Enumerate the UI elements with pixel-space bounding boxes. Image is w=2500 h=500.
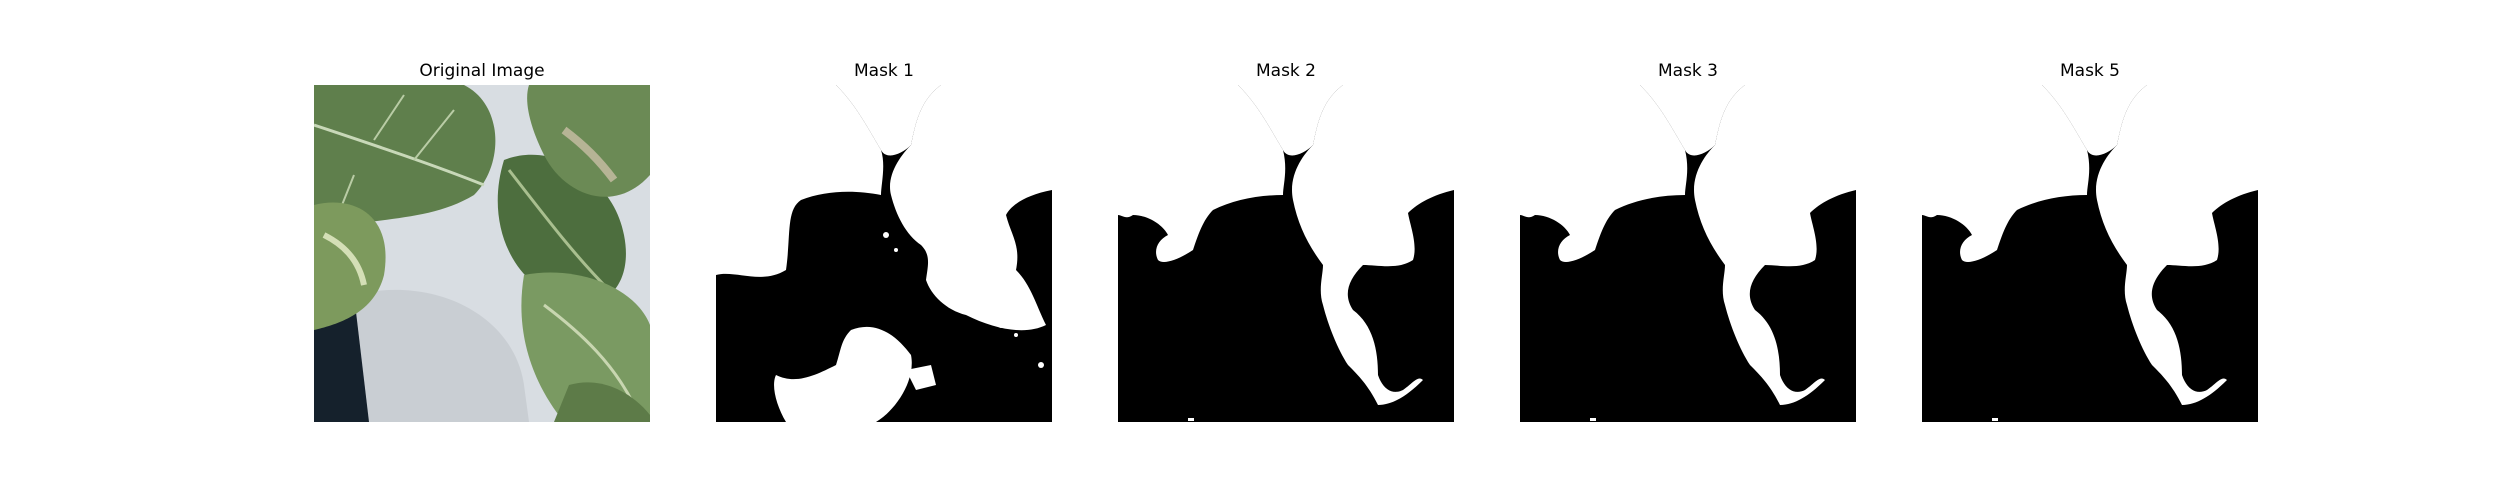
- mask-3-panel: Mask 3: [1520, 61, 1856, 422]
- original-image-panel: Original Image: [314, 61, 650, 422]
- mask-2-panel: Mask 2: [1118, 61, 1454, 422]
- panel-title: Mask 2: [1255, 61, 1316, 81]
- mask-5-image: [1922, 85, 2258, 422]
- mask-2-image: [1118, 85, 1454, 422]
- mask-3-image: [1520, 85, 1856, 422]
- mask-1-panel: Mask 1: [716, 61, 1052, 422]
- panel-title: Original Image: [419, 61, 545, 81]
- original-image: [314, 85, 650, 422]
- mask-5-panel: Mask 5: [1922, 61, 2258, 422]
- panel-title: Mask 5: [2059, 61, 2120, 81]
- mask-1-image: [716, 85, 1052, 422]
- panel-title: Mask 3: [1657, 61, 1718, 81]
- panel-title: Mask 1: [853, 61, 914, 81]
